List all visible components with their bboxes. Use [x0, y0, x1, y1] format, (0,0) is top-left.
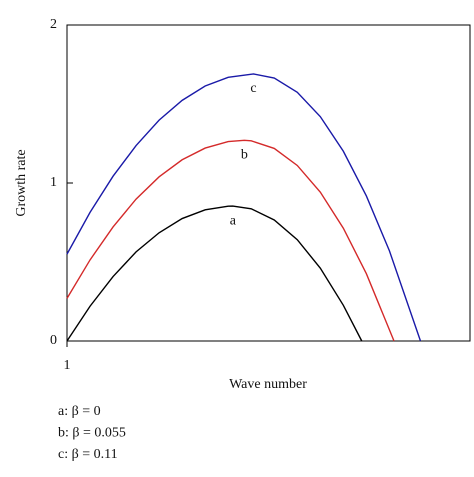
- legend-entry: c: β = 0.11: [58, 447, 118, 462]
- legend-entry: b: β = 0.055: [58, 426, 126, 441]
- curve: [66, 139, 395, 342]
- curve: [66, 73, 422, 342]
- x-axis-label: Wave number: [229, 377, 307, 392]
- legend-entry: a: β = 0: [58, 404, 101, 419]
- y-tick-label: 1: [50, 175, 57, 190]
- x-tick-label: 1: [64, 358, 71, 373]
- curve-label: a: [230, 213, 237, 228]
- y-axis-label: Growth rate: [14, 149, 29, 216]
- plot-frame: [66, 24, 471, 342]
- y-tick-label: 2: [50, 17, 57, 32]
- curve-label: c: [250, 81, 256, 96]
- y-tick-label: 0: [50, 333, 57, 348]
- curve: [66, 205, 363, 342]
- curve-label: b: [241, 148, 248, 163]
